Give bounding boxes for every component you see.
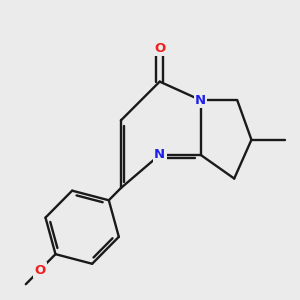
Text: O: O: [34, 264, 45, 277]
Text: N: N: [195, 94, 206, 106]
Text: N: N: [154, 148, 165, 161]
Text: O: O: [154, 42, 165, 55]
